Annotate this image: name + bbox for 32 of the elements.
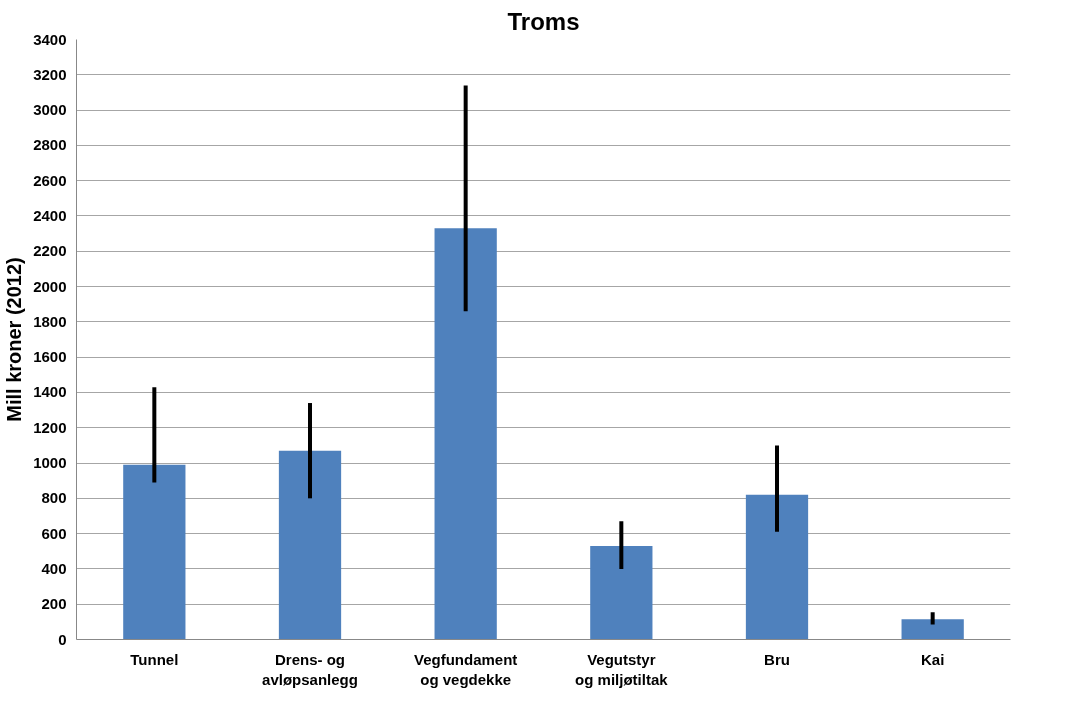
x-tick-label: Vegfundament og vegdekke xyxy=(413,650,518,688)
y-tick-label: 2600 xyxy=(33,171,67,189)
y-tick-label: 3200 xyxy=(33,65,67,83)
bar xyxy=(745,494,809,640)
y-tick-label: 0 xyxy=(58,630,67,648)
y-tick-label: 800 xyxy=(41,489,67,507)
y-tick-label: 1800 xyxy=(33,312,67,330)
y-tick-label: 2000 xyxy=(33,277,67,295)
y-axis-title: Mill kroner (2012) xyxy=(3,257,26,422)
x-tick-label: Bru xyxy=(764,650,790,668)
y-tick-label: 200 xyxy=(41,595,67,613)
y-tick-label: 2400 xyxy=(33,206,67,224)
y-tick-label: 3400 xyxy=(33,30,67,48)
y-tick-label: 2800 xyxy=(33,136,67,154)
y-tick-label: 600 xyxy=(41,524,67,542)
chart-title: Troms xyxy=(507,7,580,35)
x-tick-label: Drens- og avløpsanlegg xyxy=(262,650,358,688)
y-tick-label: 400 xyxy=(41,559,67,577)
y-tick-label: 3000 xyxy=(33,101,67,119)
y-tick-label: 1600 xyxy=(33,348,67,366)
y-tick-label: 2200 xyxy=(33,242,67,260)
bar xyxy=(590,545,653,640)
bar xyxy=(123,464,186,640)
bar xyxy=(278,450,342,640)
x-tick-label: Tunnel xyxy=(130,650,179,668)
x-tick-label: Vegutstyr og miljøtiltak xyxy=(575,650,669,688)
y-tick-label: 1000 xyxy=(33,454,67,472)
bar xyxy=(434,228,497,640)
y-tick-label: 1200 xyxy=(33,418,67,436)
bar xyxy=(901,619,964,640)
x-tick-label: Kai xyxy=(921,650,945,668)
y-tick-label: 1400 xyxy=(33,383,67,401)
